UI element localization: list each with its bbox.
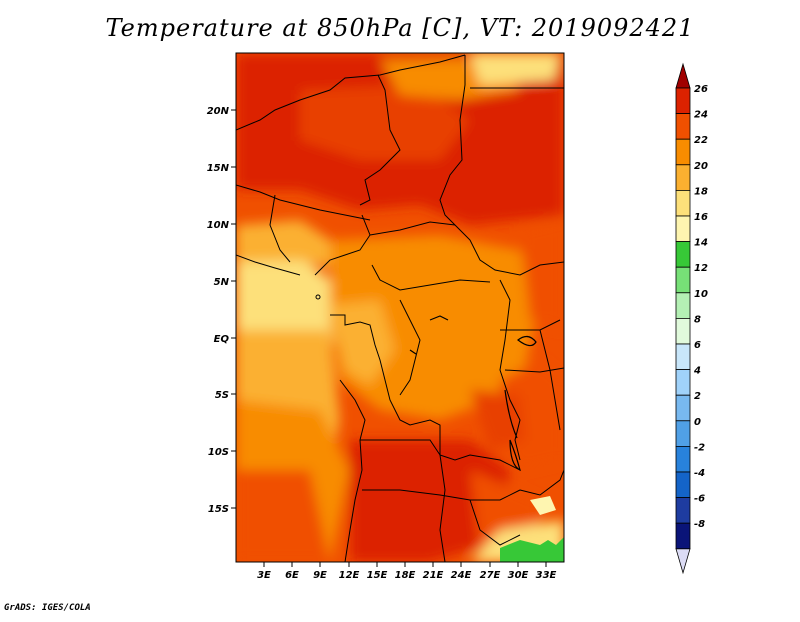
colorbar-box [675,394,691,422]
colorbar-bottom-arrow [675,548,691,575]
lat-tick-label: 15S [208,504,229,515]
colorbar-box [675,266,691,294]
colorbar-level-label: -4 [694,468,705,479]
grads-credit: GrADS: IGES/COLA [4,603,91,613]
country-borders [236,54,564,562]
longitude-axis: 3E 6E 9E 12E 15E 18E 21E 24E 27E 30E 33E [257,562,557,581]
colorbar-level-label: -2 [694,442,705,453]
colorbar-box [675,113,691,140]
colorbar-level-label: 2 [694,391,701,402]
colorbar-box [675,138,691,166]
temperature-field [236,53,564,562]
lakes [409,315,537,472]
map-title: Temperature at 850hPa [C], VT: 201909242… [105,14,695,42]
colorbar-top-arrow [675,62,691,89]
colorbar-level-label: 22 [694,135,708,146]
colorbar-box [675,241,691,268]
colorbar-box [675,87,691,115]
lon-tick-label: 27E [480,570,501,581]
colorbar-level-label: 0 [694,417,701,428]
colorbar-box [675,471,691,499]
lon-tick-label: 6E [285,570,299,581]
colorbar-level-label: 14 [694,238,708,249]
colorbar-box [675,343,691,371]
colorbar-level-label: 6 [694,340,701,351]
colorbar-box [675,164,691,191]
lon-tick-label: 9E [313,570,327,581]
colorbar-level-label: 4 [693,366,701,377]
island-bioko [315,294,321,300]
colorbar-box [675,420,691,447]
map-frame [235,52,565,563]
colorbar-boxes [675,62,691,575]
latitude-axis: 20N 15N 10N 5N EQ 5S 10S 15S [207,106,236,515]
colorbar-box [675,189,691,217]
colorbar-box [675,292,691,319]
lat-tick-label: 5N [214,277,230,288]
colorbar-level-label: 16 [694,212,708,223]
colorbar-box [675,445,691,473]
lon-tick-label: 3E [257,570,271,581]
lat-tick-label: 20N [207,106,230,117]
colorbar-level-label: -8 [694,519,705,530]
lon-tick-label: 15E [367,570,388,581]
colorbar-box [675,497,691,524]
lat-tick-label: 5S [215,390,229,401]
colorbar-level-label: 10 [694,289,708,300]
colorbar-level-label: 26 [694,84,708,95]
colorbar-level-label: 18 [694,186,708,197]
lat-tick-label: 10N [207,220,230,231]
lat-tick-label: EQ [214,334,230,345]
colorbar-box [675,215,691,243]
lon-tick-label: 30E [508,570,529,581]
lon-tick-label: 18E [395,570,416,581]
lon-tick-label: 33E [536,570,557,581]
lon-tick-label: 12E [339,570,360,581]
colorbar-level-label: -6 [694,494,705,505]
colorbar-level-label: 8 [694,314,701,325]
lat-tick-label: 10S [208,447,229,458]
lon-tick-label: 24E [451,570,472,581]
colorbar-box [675,369,691,396]
colorbar-level-label: 12 [694,263,708,274]
colorbar-box [675,317,691,345]
colorbar-box [675,522,691,550]
lon-tick-label: 21E [423,570,444,581]
colorbar-level-label: 24 [694,110,708,121]
colorbar-level-label: 20 [694,161,708,172]
lat-tick-label: 15N [207,163,230,174]
